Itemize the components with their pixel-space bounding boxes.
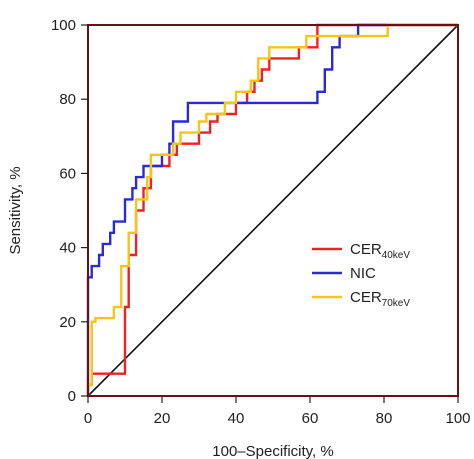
y-tick-label: 40 xyxy=(59,240,76,257)
plot-frame xyxy=(87,24,459,397)
x-tick-label: 20 xyxy=(154,410,171,427)
y-tick-label: 0 xyxy=(68,388,76,405)
series-layer xyxy=(86,23,458,396)
reference-diagonal-line xyxy=(87,24,459,397)
legend-label: CER70keV xyxy=(350,289,410,309)
series-line-cer70kev xyxy=(86,23,458,396)
x-tick-label: 0 xyxy=(84,410,92,427)
x-axis-title: 100–Specificity, % xyxy=(212,443,333,459)
legend-label: CER40keV xyxy=(350,241,410,261)
y-tick-label: 100 xyxy=(51,17,76,34)
x-axis: 0 20 40 60 80 100 xyxy=(84,396,471,427)
y-tick-label: 60 xyxy=(59,165,76,182)
y-tick-label: 80 xyxy=(59,91,76,108)
reference-line-layer xyxy=(87,24,459,397)
x-tick-label: 60 xyxy=(302,410,319,427)
x-tick-label: 40 xyxy=(228,410,245,427)
legend: CER40keV NIC CER70keV xyxy=(312,241,410,309)
y-axis-title: Sensitivity, % xyxy=(7,166,24,254)
legend-label: NIC xyxy=(350,265,376,282)
y-axis: 0 20 40 60 80 100 xyxy=(51,17,88,405)
y-tick-label: 20 xyxy=(59,314,76,331)
x-tick-label: 100 xyxy=(445,410,470,427)
x-tick-label: 80 xyxy=(376,410,393,427)
series-line-nic xyxy=(86,23,458,396)
